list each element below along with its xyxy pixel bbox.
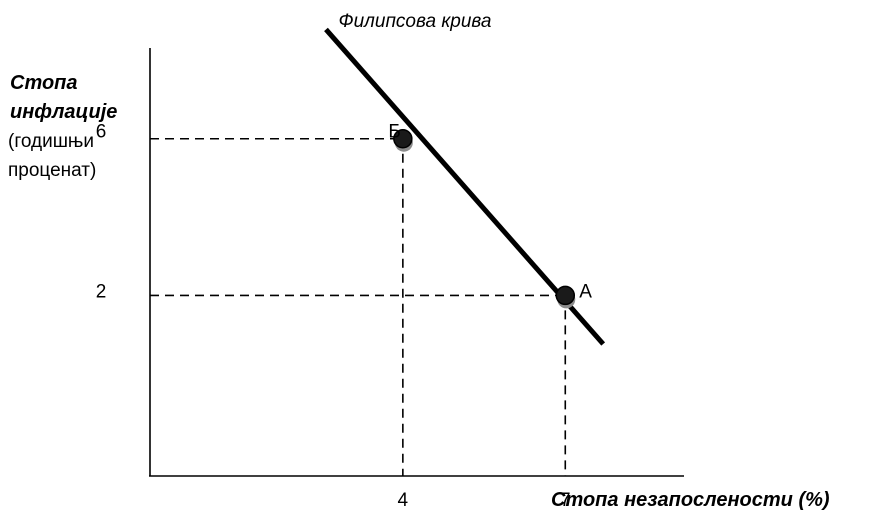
y-tick-label: 6	[96, 122, 107, 143]
point-b-marker	[393, 128, 413, 149]
x-axis-label: Стопа незапослености (%)	[551, 489, 830, 511]
y-axis-label-line-3: (годишњи	[8, 131, 94, 152]
y-axis-label-line-2: инфлације	[10, 101, 117, 123]
point-a-marker	[555, 285, 576, 306]
chart-title: Филипсова крива	[339, 11, 492, 32]
x-tick-label: 7	[560, 490, 571, 511]
point-a-label: А	[579, 281, 592, 302]
point-b: Б	[388, 122, 413, 152]
y-axis-label-line-1: Стопа	[10, 72, 78, 94]
point-b-label: Б	[388, 122, 400, 143]
x-tick-label: 4	[398, 490, 409, 511]
y-tick-label: 2	[96, 281, 107, 302]
y-axis-label-line-4: проценат)	[8, 160, 96, 181]
point-a: А	[555, 281, 592, 309]
